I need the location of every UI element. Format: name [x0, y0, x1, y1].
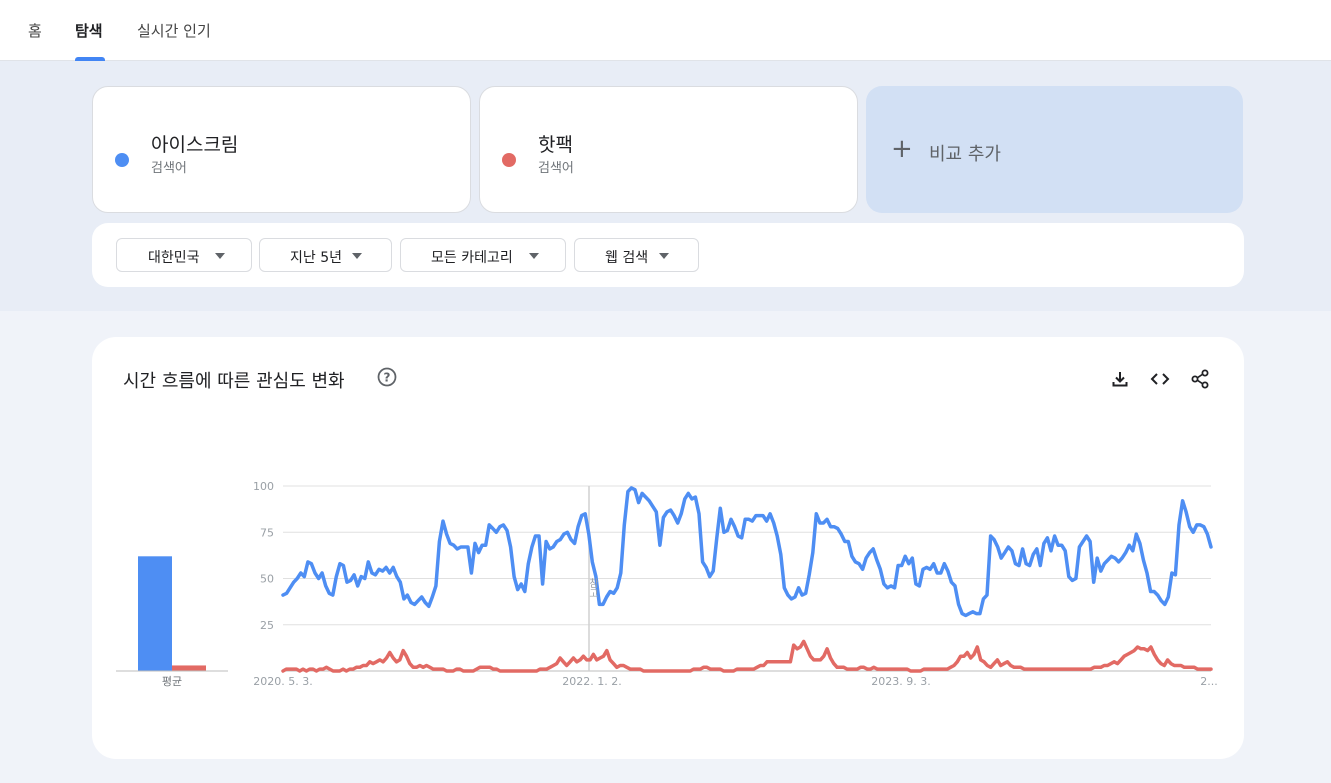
category-filter-label: 모든 카테고리 [431, 250, 513, 266]
x-tick-label: 2... [1200, 675, 1218, 688]
search-term-name: 아이스크림 [151, 134, 239, 156]
top-navigation: 홈 탐색 실시간 인기 [0, 0, 1331, 61]
plus-icon: + [891, 134, 913, 164]
series-line-icecream [281, 486, 1213, 618]
embed-code-icon[interactable] [1150, 369, 1170, 389]
search-term-name: 핫팩 [538, 134, 573, 156]
search-type-filter-dropdown[interactable]: 웹 검색 [574, 238, 699, 272]
y-tick-label: 25 [260, 619, 274, 632]
svg-text:?: ? [384, 371, 391, 385]
filter-bar: 대한민국 지난 5년 모든 카테고리 웹 검색 [92, 223, 1244, 287]
average-bar-icecream [138, 556, 172, 671]
search-term-type: 검색어 [151, 161, 187, 176]
average-label: 평균 [162, 675, 182, 688]
region-filter-dropdown[interactable]: 대한민국 [116, 238, 252, 272]
search-term-type: 검색어 [538, 161, 574, 176]
add-comparison-label: 비교 추가 [929, 144, 1001, 165]
y-tick-label: 50 [260, 573, 274, 586]
average-bar-hotpack [172, 665, 206, 671]
chevron-down-icon [659, 253, 669, 259]
search-term-card-1[interactable]: 아이스크림 검색어 [92, 86, 471, 213]
interest-over-time-card: 시간 흐름에 따른 관심도 변화 ? [92, 337, 1244, 759]
series-line-hotpack [281, 639, 1213, 673]
chart-title: 시간 흐름에 따른 관심도 변화 [123, 371, 345, 392]
category-filter-dropdown[interactable]: 모든 카테고리 [400, 238, 566, 272]
x-tick-label: 2023. 9. 3. [871, 675, 930, 688]
note-marker-label: 참고 [587, 578, 599, 598]
time-range-filter-label: 지난 5년 [290, 250, 342, 266]
search-type-filter-label: 웹 검색 [605, 250, 649, 266]
x-tick-label: 2020. 5. 3. [253, 675, 312, 688]
share-icon[interactable] [1190, 369, 1210, 389]
add-comparison-button[interactable]: + 비교 추가 [866, 86, 1243, 213]
y-tick-label: 75 [260, 526, 274, 539]
x-tick-label: 2022. 1. 2. [562, 675, 621, 688]
tab-explore[interactable]: 탐색 [75, 22, 103, 40]
chevron-down-icon [215, 253, 225, 259]
series-color-dot [502, 153, 516, 167]
tab-trending-now[interactable]: 실시간 인기 [137, 22, 211, 40]
help-icon[interactable]: ? [377, 367, 397, 387]
y-tick-label: 100 [253, 480, 274, 493]
search-term-card-2[interactable]: 핫팩 검색어 [479, 86, 858, 213]
series-color-dot [115, 153, 129, 167]
chevron-down-icon [352, 253, 362, 259]
chevron-down-icon [529, 253, 539, 259]
active-tab-indicator [75, 57, 105, 61]
tab-home[interactable]: 홈 [28, 22, 42, 40]
download-icon[interactable] [1110, 369, 1130, 389]
time-range-filter-dropdown[interactable]: 지난 5년 [259, 238, 392, 272]
region-filter-label: 대한민국 [148, 250, 200, 266]
